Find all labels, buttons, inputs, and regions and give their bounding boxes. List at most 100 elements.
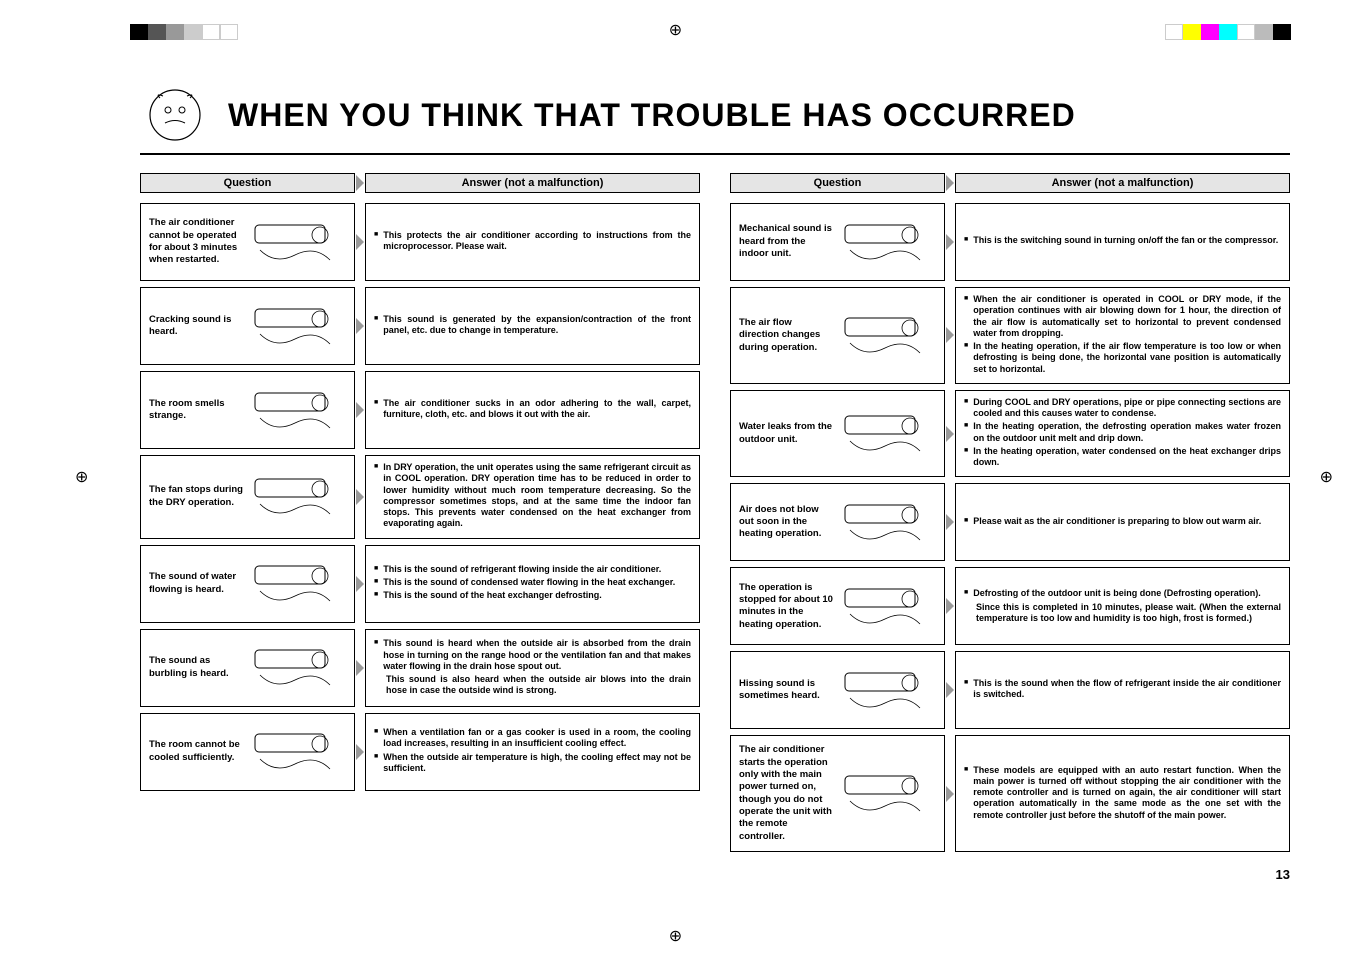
qa-row: The room cannot be cooled sufficiently. W… <box>140 713 700 791</box>
question-box: Water leaks from the outdoor unit. <box>730 390 945 478</box>
question-illustration <box>834 308 936 363</box>
color-swatch <box>148 24 166 40</box>
question-illustration <box>244 469 346 524</box>
answer-box: This protects the air conditioner accord… <box>365 203 700 281</box>
question-box: The sound as burbling is heard. <box>140 629 355 707</box>
answer-bullet: This is the sound of refrigerant flowing… <box>374 564 691 575</box>
answer-box: Defrosting of the outdoor unit is being … <box>955 567 1290 645</box>
color-swatch <box>1165 24 1183 40</box>
color-swatch <box>1237 24 1255 40</box>
question-box: The air flow direction changes during op… <box>730 287 945 384</box>
registration-target-top: ⊕ <box>669 20 682 40</box>
qa-row: The fan stops during the DRY operation. I… <box>140 455 700 539</box>
question-text: Hissing sound is sometimes heard. <box>739 678 834 703</box>
page-content: WHEN YOU THINK THAT TROUBLE HAS OCCURRED… <box>140 85 1290 852</box>
question-header: Question <box>730 173 945 193</box>
answer-box: These models are equipped with an auto r… <box>955 735 1290 852</box>
question-illustration <box>244 640 346 695</box>
qa-row: The air flow direction changes during op… <box>730 287 1290 384</box>
question-text: The air conditioner starts the operation… <box>739 744 834 843</box>
color-bars-right <box>1165 24 1291 40</box>
question-box: Hissing sound is sometimes heard. <box>730 651 945 729</box>
color-swatch <box>202 24 220 40</box>
question-text: The sound as burbling is heard. <box>149 655 244 680</box>
question-text: The room cannot be cooled sufficiently. <box>149 739 244 764</box>
question-illustration <box>834 215 936 270</box>
qa-row: Mechanical sound is heard from the indoo… <box>730 203 1290 281</box>
color-swatch <box>166 24 184 40</box>
qa-row: The sound of water flowing is heard. This… <box>140 545 700 623</box>
qa-row: Water leaks from the outdoor unit. During… <box>730 390 1290 478</box>
qa-row: Air does not blow out soon in the heatin… <box>730 483 1290 561</box>
question-illustration <box>834 495 936 550</box>
answer-bullet: The air conditioner sucks in an odor adh… <box>374 398 691 421</box>
right-column: Question Answer (not a malfunction) Mech… <box>730 173 1290 852</box>
question-box: Mechanical sound is heard from the indoo… <box>730 203 945 281</box>
answer-box: This sound is generated by the expansion… <box>365 287 700 365</box>
answer-box: When the air conditioner is operated in … <box>955 287 1290 384</box>
question-illustration <box>834 579 936 634</box>
qa-row: Cracking sound is heard. This sound is ge… <box>140 287 700 365</box>
answer-box: This is the switching sound in turning o… <box>955 203 1290 281</box>
color-swatch <box>1219 24 1237 40</box>
answer-box: In DRY operation, the unit operates usin… <box>365 455 700 539</box>
question-illustration <box>834 663 936 718</box>
question-box: The room smells strange. <box>140 371 355 449</box>
columns: Question Answer (not a malfunction) The … <box>140 173 1290 852</box>
question-box: The sound of water flowing is heard. <box>140 545 355 623</box>
answer-box: During COOL and DRY operations, pipe or … <box>955 390 1290 478</box>
question-box: The operation is stopped for about 10 mi… <box>730 567 945 645</box>
question-box: Cracking sound is heard. <box>140 287 355 365</box>
question-text: The fan stops during the DRY operation. <box>149 484 244 509</box>
answer-box: This is the sound of refrigerant flowing… <box>365 545 700 623</box>
answer-header: Answer (not a malfunction) <box>955 173 1290 193</box>
answer-continuation: This sound is also heard when the outsid… <box>386 674 691 697</box>
question-text: The sound of water flowing is heard. <box>149 571 244 596</box>
question-illustration <box>244 556 346 611</box>
question-header: Question <box>140 173 355 193</box>
question-illustration <box>834 406 936 461</box>
answer-bullet: This is the sound when the flow of refri… <box>964 678 1281 701</box>
question-illustration <box>244 299 346 354</box>
question-text: The room smells strange. <box>149 398 244 423</box>
answer-bullet: When the air conditioner is operated in … <box>964 294 1281 339</box>
answer-bullet: In the heating operation, water condense… <box>964 446 1281 469</box>
qa-row: The room smells strange. The air conditio… <box>140 371 700 449</box>
answer-bullet: This is the sound of condensed water flo… <box>374 577 691 588</box>
answer-bullet: These models are equipped with an auto r… <box>964 765 1281 821</box>
color-swatch <box>1255 24 1273 40</box>
qa-row: The sound as burbling is heard. This soun… <box>140 629 700 707</box>
answer-bullet: This sound is heard when the outside air… <box>374 638 691 672</box>
question-text: Mechanical sound is heard from the indoo… <box>739 223 834 260</box>
color-swatch <box>1183 24 1201 40</box>
answer-bullet: This sound is generated by the expansion… <box>374 314 691 337</box>
question-text: Water leaks from the outdoor unit. <box>739 421 834 446</box>
qa-headers-right: Question Answer (not a malfunction) <box>730 173 1290 193</box>
page-number: 13 <box>1276 867 1290 882</box>
question-text: The operation is stopped for about 10 mi… <box>739 582 834 631</box>
question-illustration <box>244 383 346 438</box>
answer-continuation: Since this is completed in 10 minutes, p… <box>976 602 1281 625</box>
question-box: Air does not blow out soon in the heatin… <box>730 483 945 561</box>
answer-bullet: This protects the air conditioner accord… <box>374 230 691 253</box>
answer-bullet: In the heating operation, if the air flo… <box>964 341 1281 375</box>
answer-bullet: During COOL and DRY operations, pipe or … <box>964 397 1281 420</box>
answer-box: The air conditioner sucks in an odor adh… <box>365 371 700 449</box>
question-box: The air conditioner cannot be operated f… <box>140 203 355 281</box>
color-bars-left <box>130 24 238 40</box>
answer-bullet: Defrosting of the outdoor unit is being … <box>964 588 1281 599</box>
answer-box: When a ventilation fan or a gas cooker i… <box>365 713 700 791</box>
question-box: The room cannot be cooled sufficiently. <box>140 713 355 791</box>
registration-target-right: ⊕ <box>1320 467 1333 487</box>
answer-box: Please wait as the air conditioner is pr… <box>955 483 1290 561</box>
answer-box: This sound is heard when the outside air… <box>365 629 700 707</box>
qa-row: The air conditioner starts the operation… <box>730 735 1290 852</box>
page-title: WHEN YOU THINK THAT TROUBLE HAS OCCURRED <box>228 97 1076 134</box>
qa-headers-left: Question Answer (not a malfunction) <box>140 173 700 193</box>
answer-bullet: This is the sound of the heat exchanger … <box>374 590 691 601</box>
color-swatch <box>130 24 148 40</box>
color-swatch <box>220 24 238 40</box>
troubleshoot-icon <box>140 85 210 145</box>
qa-row: Hissing sound is sometimes heard. This is… <box>730 651 1290 729</box>
left-column: Question Answer (not a malfunction) The … <box>140 173 700 852</box>
